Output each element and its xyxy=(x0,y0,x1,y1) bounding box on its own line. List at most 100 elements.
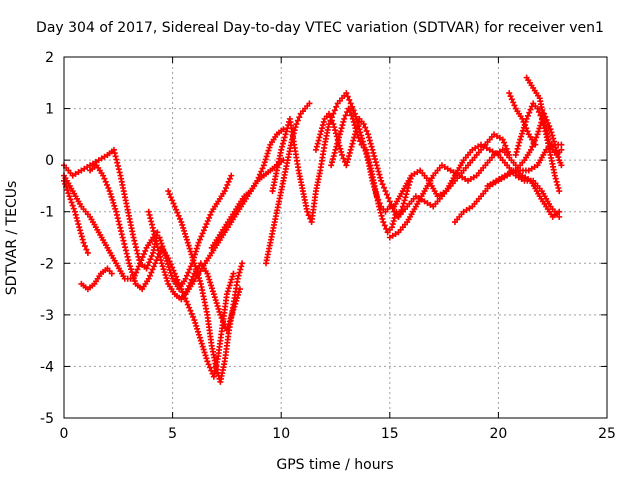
data-point xyxy=(380,219,387,226)
data-point xyxy=(213,363,220,370)
data-point xyxy=(259,165,266,172)
data-point xyxy=(171,270,178,277)
data-point xyxy=(346,109,353,116)
data-point xyxy=(264,150,271,157)
data-point xyxy=(503,145,510,152)
data-point xyxy=(362,146,369,153)
data-point xyxy=(128,266,135,273)
data-point xyxy=(370,149,377,156)
data-point xyxy=(213,300,220,307)
data-point xyxy=(517,136,524,143)
data-point xyxy=(195,331,202,338)
data-point xyxy=(132,240,139,247)
data-point xyxy=(547,126,554,133)
data-point xyxy=(521,122,528,129)
data-point xyxy=(367,140,374,147)
data-point xyxy=(378,177,385,184)
data-point xyxy=(153,240,160,247)
data-point xyxy=(208,282,215,289)
data-point xyxy=(354,131,361,138)
data-point xyxy=(104,181,111,188)
data-point xyxy=(335,134,342,141)
data-point xyxy=(366,159,373,166)
data-point xyxy=(329,156,336,163)
data-point xyxy=(518,133,525,140)
data-point xyxy=(401,197,408,204)
data-point xyxy=(166,191,173,198)
data-point xyxy=(548,143,555,150)
data-point xyxy=(174,276,181,283)
data-point xyxy=(558,141,565,148)
data-point xyxy=(327,114,334,121)
data-point xyxy=(338,125,345,132)
data-point xyxy=(546,139,553,146)
data-point xyxy=(186,245,193,252)
data-point xyxy=(278,146,285,153)
data-point xyxy=(210,291,217,298)
data-point xyxy=(338,148,345,155)
data-point xyxy=(281,134,288,141)
data-point xyxy=(320,118,327,125)
data-point xyxy=(334,140,341,147)
data-series xyxy=(523,74,565,158)
data-point xyxy=(368,143,375,150)
data-point xyxy=(204,358,211,365)
data-point xyxy=(365,134,372,141)
data-point xyxy=(178,219,185,226)
y-tick-label: -3 xyxy=(40,308,54,324)
data-point xyxy=(279,140,286,147)
data-point xyxy=(369,146,376,153)
data-point xyxy=(148,218,155,225)
data-point xyxy=(209,288,216,295)
data-point xyxy=(304,208,311,215)
data-point xyxy=(206,364,213,371)
data-point xyxy=(350,107,357,114)
data-point xyxy=(228,172,235,179)
data-point xyxy=(195,239,202,246)
x-tick-label: 25 xyxy=(598,426,616,442)
data-point xyxy=(165,188,172,195)
data-point xyxy=(140,251,147,258)
data-point xyxy=(344,159,351,166)
data-point xyxy=(139,254,146,261)
data-point xyxy=(176,215,183,222)
data-point xyxy=(364,153,371,160)
data-point xyxy=(145,208,152,215)
data-point xyxy=(114,159,121,166)
data-point xyxy=(200,346,207,353)
data-point xyxy=(343,90,350,97)
data-point xyxy=(165,255,172,262)
data-point xyxy=(535,128,542,135)
data-point xyxy=(328,117,335,124)
data-point xyxy=(112,153,119,160)
data-point xyxy=(134,250,141,257)
data-point xyxy=(337,128,344,135)
data-point xyxy=(167,194,174,201)
data-point xyxy=(144,262,151,269)
data-point xyxy=(179,221,186,228)
data-point xyxy=(545,136,552,143)
data-point xyxy=(202,224,209,231)
data-point xyxy=(122,244,129,251)
data-point xyxy=(188,251,195,258)
data-point xyxy=(227,279,234,286)
data-point xyxy=(217,311,224,318)
data-point xyxy=(123,250,130,257)
data-point xyxy=(221,188,228,195)
data-point xyxy=(263,153,270,160)
data-point xyxy=(526,109,533,116)
x-axis-label: GPS time / hours xyxy=(276,457,394,473)
data-point xyxy=(391,214,398,221)
data-point xyxy=(192,263,199,270)
data-point xyxy=(536,125,543,132)
data-point xyxy=(373,162,380,169)
data-point xyxy=(330,121,337,128)
data-point xyxy=(195,328,202,335)
data-point xyxy=(204,270,211,277)
data-point xyxy=(115,162,122,169)
data-point xyxy=(377,209,384,216)
data-point xyxy=(218,314,225,321)
data-point xyxy=(174,209,181,216)
data-point xyxy=(124,253,131,260)
